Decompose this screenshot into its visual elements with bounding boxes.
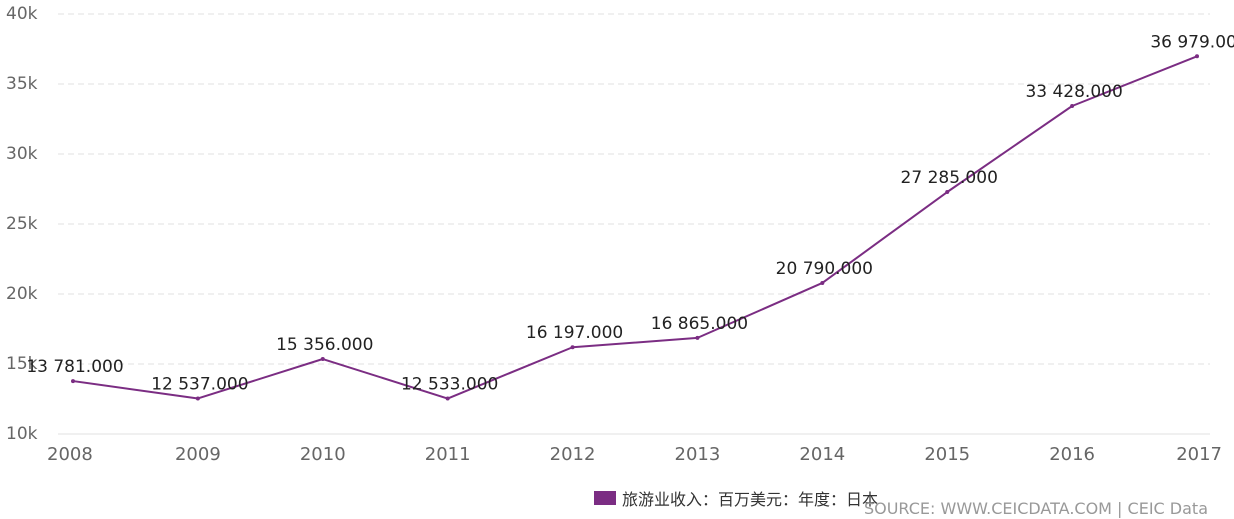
- y-tick-label: 20k: [6, 284, 38, 304]
- data-point[interactable]: [1070, 104, 1075, 109]
- data-point[interactable]: [945, 190, 950, 195]
- data-label: 27 285.000: [901, 168, 998, 188]
- data-label: 36 979.000: [1150, 32, 1234, 52]
- x-tick-label: 2010: [300, 444, 346, 465]
- x-tick-label: 2011: [425, 444, 471, 465]
- x-tick-label: 2014: [799, 444, 845, 465]
- y-axis-ticks: 10k 15k 20k 25k 30k 35k 40k: [6, 4, 38, 444]
- data-labels: 13 781.000 12 537.000 15 356.000 12 533.000…: [26, 32, 1234, 394]
- legend-swatch: [594, 491, 616, 505]
- x-tick-label: 2015: [924, 444, 970, 465]
- x-tick-label: 2013: [675, 444, 721, 465]
- legend[interactable]: 旅游业收入：百万美元：年度：日本: [594, 486, 878, 510]
- x-tick-label: 2012: [550, 444, 596, 465]
- x-tick-label: 2009: [175, 444, 221, 465]
- data-point[interactable]: [820, 280, 825, 285]
- data-label: 13 781.000: [26, 357, 123, 377]
- data-label: 16 865.000: [651, 314, 748, 334]
- source-note: SOURCE: WWW.CEICDATA.COM | CEIC Data: [863, 499, 1208, 518]
- y-tick-label: 35k: [6, 74, 38, 94]
- data-point[interactable]: [695, 335, 700, 340]
- x-tick-label: 2008: [47, 444, 93, 465]
- x-tick-label: 2017: [1176, 444, 1222, 465]
- y-tick-label: 15k: [6, 354, 38, 374]
- data-point[interactable]: [1195, 54, 1199, 59]
- data-label: 16 197.000: [526, 323, 623, 343]
- data-point[interactable]: [320, 357, 325, 362]
- data-label: 12 533.000: [401, 375, 498, 395]
- legend-label: 旅游业收入：百万美元：年度：日本: [622, 490, 879, 509]
- data-label: 15 356.000: [276, 335, 373, 355]
- y-tick-label: 40k: [6, 4, 38, 24]
- y-tick-label: 30k: [6, 144, 38, 164]
- data-label: 33 428.000: [1025, 82, 1122, 102]
- x-tick-label: 2016: [1049, 444, 1095, 465]
- x-axis-ticks: 2008 2009 2010 2011 2012 2013 2014 2015 2016 2017: [47, 444, 1222, 465]
- series-group: [71, 54, 1199, 401]
- data-point[interactable]: [195, 396, 200, 401]
- data-point[interactable]: [570, 345, 575, 350]
- data-point[interactable]: [445, 396, 450, 401]
- grid-lines: [58, 13, 1210, 435]
- data-label: 12 537.000: [151, 374, 248, 394]
- series-line[interactable]: [72, 55, 1198, 400]
- data-point[interactable]: [71, 379, 75, 384]
- data-label: 20 790.000: [776, 259, 873, 279]
- y-tick-label: 10k: [6, 424, 38, 444]
- y-tick-label: 25k: [6, 214, 38, 234]
